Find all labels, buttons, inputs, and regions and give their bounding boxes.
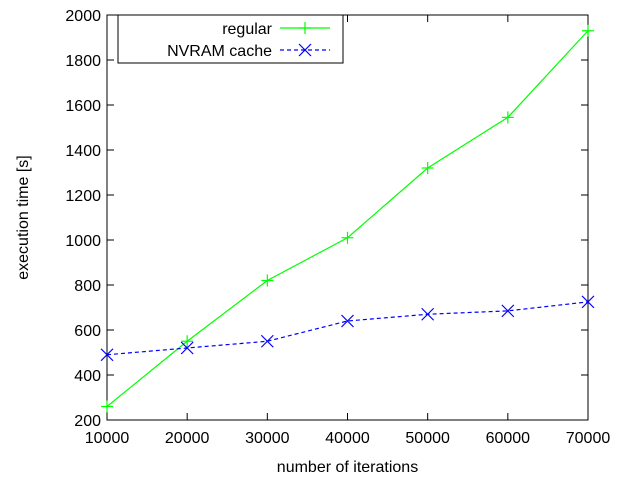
legend: regular NVRAM cache [117, 14, 344, 64]
legend-marker [299, 22, 311, 34]
y-tick-label: 2000 [65, 8, 101, 25]
x-tick-label: 30000 [245, 430, 290, 447]
series-0-point [181, 335, 194, 348]
series-1-point [341, 314, 354, 328]
x-tick-label: 40000 [325, 430, 370, 447]
x-tick-label: 60000 [486, 430, 531, 447]
y-axis-label: execution time [s] [15, 155, 32, 280]
y-tick-label: 1800 [65, 53, 101, 70]
y-tick-label: 800 [74, 278, 101, 295]
y-tick-label: 600 [74, 323, 101, 340]
series-1-point [180, 341, 194, 355]
x-tick-label: 20000 [165, 430, 210, 447]
x-tick-label: 70000 [566, 430, 611, 447]
series-1-point [581, 295, 595, 309]
legend-label: NVRAM cache [167, 43, 272, 60]
series-1-point [421, 307, 435, 321]
x-tick-label: 10000 [85, 430, 130, 447]
x-axis: 10000 20000 30000 40000 50000 60000 70000 [85, 15, 611, 447]
y-tick-label: 1200 [65, 188, 101, 205]
series-0-point [261, 274, 274, 287]
x-tick-label: 50000 [405, 430, 450, 447]
series-0-point [421, 162, 434, 174]
legend-label: regular [222, 21, 272, 38]
series-layer [100, 24, 595, 413]
y-tick-label: 200 [74, 413, 101, 430]
series-1-point [100, 348, 114, 362]
series-0-point [582, 24, 594, 37]
series-0-point [101, 400, 113, 413]
x-axis-label: number of iterations [277, 459, 418, 476]
series-0-point [341, 231, 354, 244]
series-0-point [501, 111, 514, 124]
legend-marker [298, 43, 312, 57]
y-axis: 200 400 600 800 1000 1200 1400 1600 1800 2000 [65, 8, 588, 430]
series-1-point [501, 304, 515, 318]
series-1-point [260, 334, 274, 348]
y-tick-label: 400 [74, 368, 101, 385]
y-tick-label: 1600 [65, 98, 101, 115]
y-tick-label: 1400 [65, 143, 101, 160]
y-tick-label: 1000 [65, 233, 101, 250]
